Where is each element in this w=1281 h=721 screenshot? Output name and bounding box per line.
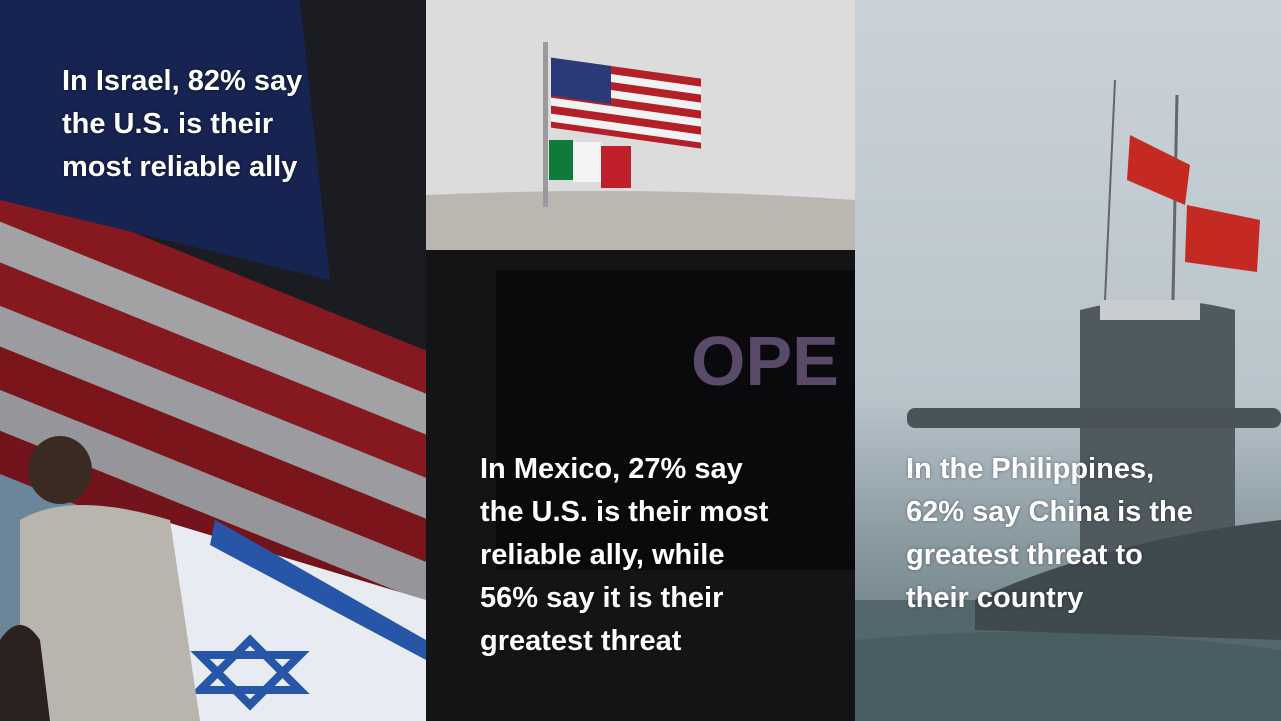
caption-line: In Israel, 82% say <box>62 65 303 97</box>
caption-line: In the Philippines, <box>906 453 1155 485</box>
caption-line: their country <box>906 582 1084 614</box>
caption-line: greatest threat <box>480 625 682 657</box>
us-and-mexico-flags-photo: OPE <box>426 0 855 721</box>
caption-line: 56% say it is their <box>480 582 724 614</box>
israel-caption: In Israel, 82% say the U.S. is their mos… <box>62 60 302 189</box>
philippines-photo-panel: In the Philippines, 62% say China is the… <box>855 0 1281 721</box>
mexico-caption: In Mexico, 27% say the U.S. is their mos… <box>480 448 768 663</box>
israel-photo-panel: In Israel, 82% say the U.S. is their mos… <box>0 0 426 721</box>
caption-line: In Mexico, 27% say <box>480 453 743 485</box>
sign-text: OPE <box>691 322 839 400</box>
chinese-submarine-photo <box>855 79 1281 721</box>
caption-line: the U.S. is their <box>62 108 274 140</box>
us-and-israel-flags-photo <box>0 0 426 721</box>
philippines-caption: In the Philippines, 62% say China is the… <box>906 448 1193 620</box>
caption-line: 62% say China is the <box>906 496 1193 528</box>
caption-line: the U.S. is their most <box>480 496 769 528</box>
caption-line: reliable ally, while <box>480 539 725 571</box>
mexico-photo-panel: OPE In Mexico, 27% say the U.S. is their… <box>426 0 855 721</box>
caption-line: most reliable ally <box>62 151 298 183</box>
caption-line: greatest threat to <box>906 539 1143 571</box>
